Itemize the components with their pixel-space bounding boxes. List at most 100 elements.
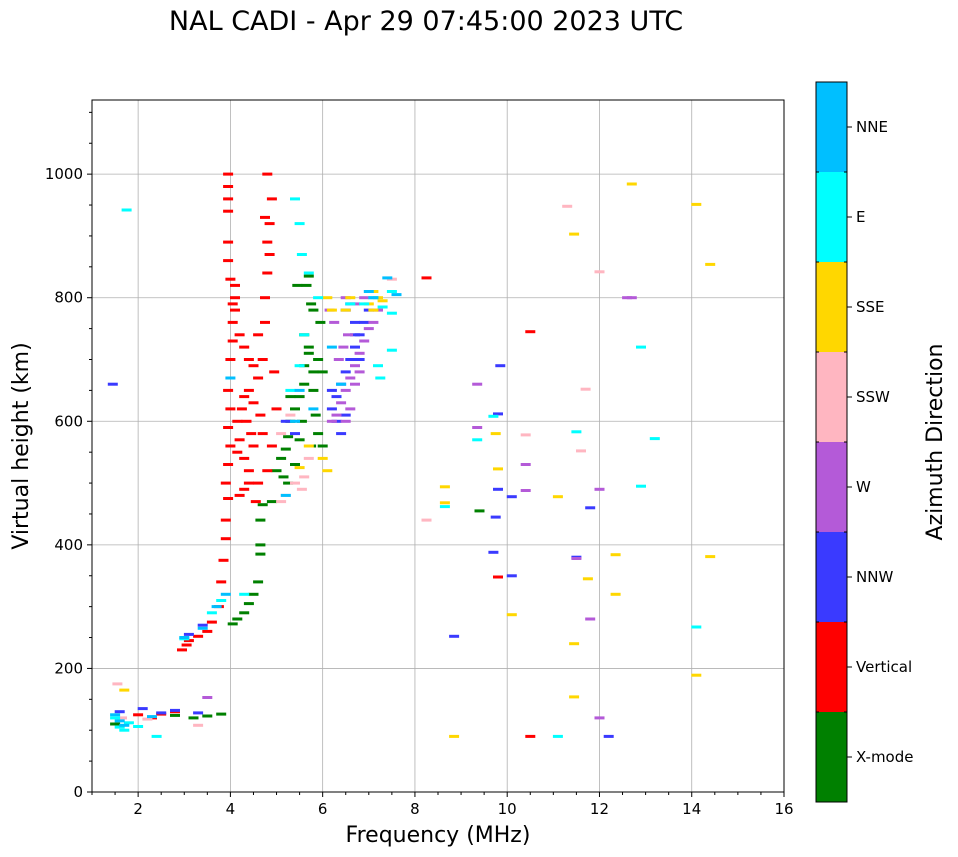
echo-point-vertical (262, 172, 273, 176)
echo-point-e (386, 311, 397, 315)
echo-point-sse (368, 308, 379, 312)
echo-point-e (636, 345, 646, 349)
echo-point-nnw (345, 358, 356, 361)
echo-point-nnw (506, 574, 517, 578)
echo-point-vertical (133, 713, 144, 717)
echo-point-nne (368, 296, 379, 300)
echo-point-sse (377, 299, 388, 303)
echo-point-x-mode (294, 395, 305, 399)
echo-point-x-mode (283, 435, 294, 439)
echo-point-vertical (253, 333, 264, 337)
echo-point-nnw (488, 550, 499, 554)
echo-point-nnw (359, 320, 370, 324)
echo-point-ssw (142, 717, 153, 721)
echo-point-vertical (220, 481, 231, 485)
echo-point-vertical (223, 209, 234, 213)
echo-point-x-mode (317, 444, 328, 448)
echo-point-ssw (276, 500, 287, 504)
echo-point-e (121, 208, 132, 212)
x-tick-label: 8 (410, 800, 420, 818)
echo-point-sse (119, 688, 130, 692)
echo-point-nnw (603, 734, 614, 738)
echo-point-sse (322, 469, 333, 473)
colorbar-segment (816, 172, 847, 262)
echo-point-vertical (264, 222, 275, 226)
echo-point-vertical (183, 639, 194, 643)
echo-point-x-mode (308, 370, 319, 374)
echo-point-x-mode (303, 274, 314, 278)
echo-point-vertical (220, 518, 231, 522)
echo-point-x-mode (253, 580, 264, 584)
x-tick-label: 16 (774, 800, 793, 818)
echo-point-nnw (331, 395, 342, 399)
colorbar-tick-label: SSW (856, 388, 890, 406)
echo-point-vertical (232, 450, 243, 454)
echo-point-x-mode (271, 469, 282, 473)
echo-point-vertical (525, 330, 536, 334)
echo-point-w (520, 489, 531, 492)
echo-point-vertical (239, 487, 250, 491)
echo-point-x-mode (283, 481, 294, 485)
echo-point-e (691, 625, 702, 629)
echo-point-vertical (239, 395, 250, 399)
echo-point-e (303, 271, 314, 275)
echo-point-vertical (230, 296, 240, 300)
echo-point-nne (280, 493, 291, 497)
echo-point-vertical (234, 333, 245, 337)
echo-point-x-mode (296, 419, 307, 423)
echo-point-nnw (114, 710, 125, 714)
echo-point-vertical (421, 276, 432, 280)
echo-point-x-mode (290, 407, 300, 411)
echo-point-sse (490, 432, 501, 436)
echo-point-nnw (493, 412, 503, 416)
y-tick-label: 200 (54, 659, 83, 677)
echo-point-vertical (493, 575, 503, 579)
echo-point-ssw (594, 270, 605, 274)
echo-point-vertical (232, 419, 243, 423)
echo-point-sse (439, 501, 450, 505)
echo-point-vertical (260, 320, 270, 324)
colorbar-segment (816, 622, 847, 712)
colorbar-segment (816, 532, 847, 622)
echo-point-e (649, 437, 660, 441)
echo-point-e (296, 253, 307, 256)
x-tick-label: 12 (590, 800, 609, 818)
echo-point-nne (197, 626, 208, 630)
echo-point-nne (220, 592, 231, 596)
echo-point-e (290, 197, 300, 201)
x-tick-label: 4 (226, 800, 236, 818)
echo-point-vertical (246, 432, 257, 436)
echo-point-w (336, 401, 347, 405)
echo-point-nnw (336, 432, 347, 436)
echo-point-vertical (193, 634, 204, 638)
echo-point-w (202, 696, 213, 699)
echo-point-w (594, 487, 605, 491)
echo-point-e (571, 430, 582, 434)
echo-point-e (294, 222, 305, 226)
echo-point-sse (345, 296, 356, 300)
echo-point-ssw (290, 481, 300, 485)
echo-point-w (472, 426, 483, 429)
echo-point-vertical (266, 197, 277, 201)
y-tick-label: 1000 (45, 165, 83, 183)
echo-point-w (359, 339, 370, 343)
echo-point-x-mode (248, 592, 259, 596)
echo-point-nnw (350, 320, 360, 324)
echo-point-x-mode (294, 438, 305, 442)
echo-point-ssw (520, 433, 531, 437)
echo-point-x-mode (232, 617, 243, 621)
echo-point-sse (317, 456, 328, 460)
echo-point-vertical (262, 469, 273, 473)
colorbar: X-mode Vertical NNW W SSW SSE E NNE (815, 81, 913, 803)
echo-point-w (594, 716, 605, 720)
echo-point-vertical (253, 376, 264, 380)
y-tick-label: 400 (54, 536, 83, 554)
echo-point-vertical (177, 648, 187, 652)
colorbar-tick-label: E (856, 208, 865, 226)
echo-point-nne (363, 290, 374, 293)
echo-point-vertical (248, 401, 259, 405)
colorbar-segment (816, 82, 847, 172)
echo-point-vertical (271, 407, 282, 411)
echo-point-sse (626, 182, 637, 186)
echo-point-vertical (216, 580, 227, 584)
